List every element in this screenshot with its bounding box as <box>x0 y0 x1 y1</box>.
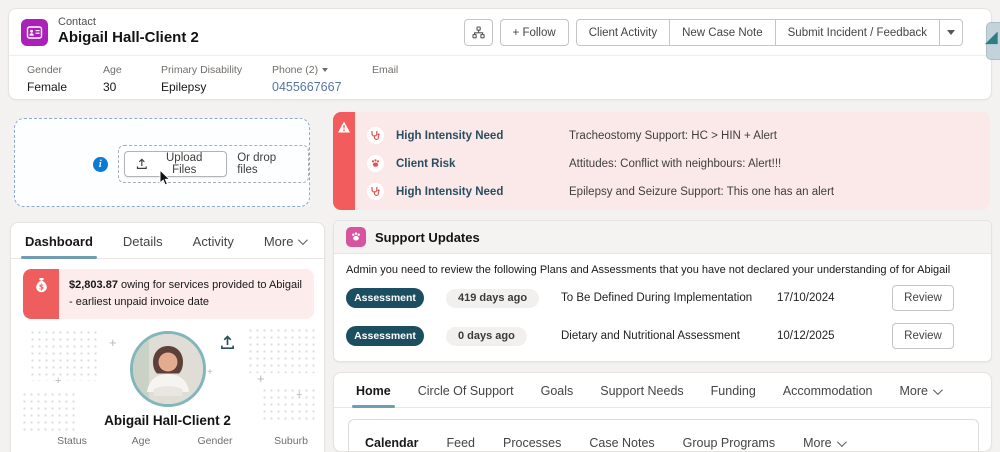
age-pill: 419 days ago <box>446 288 540 308</box>
mouse-cursor <box>159 169 171 186</box>
tab-home[interactable]: Home <box>352 384 395 408</box>
more-actions-dropdown-button[interactable] <box>939 19 963 46</box>
profile-field-suburb: Suburb <box>274 435 308 447</box>
owing-alert-text: $2,803.87 owing for services provided to… <box>69 279 302 309</box>
phone-link[interactable]: 0455667667 <box>272 80 342 94</box>
phone-dropdown-icon[interactable] <box>322 68 329 72</box>
contact-summary-card: Dashboard Details Activity More $ $2,803… <box>10 222 325 452</box>
support-updates-icon <box>346 227 366 247</box>
tab-dashboard[interactable]: Dashboard <box>21 234 97 259</box>
tab-case-notes[interactable]: Case Notes <box>589 436 655 450</box>
header-actions: + Follow Client Activity New Case Note S… <box>463 19 963 46</box>
drop-files-label: Or drop files <box>237 152 277 176</box>
contact-entity-icon <box>21 19 48 46</box>
hierarchy-icon <box>471 26 485 39</box>
money-bag-icon: $ <box>35 278 47 293</box>
profile-section: Abigail Hall-Client 2 Status Age 30 Gend… <box>11 327 324 452</box>
tab-circle-of-support[interactable]: Circle Of Support <box>417 384 514 398</box>
contact-card-icon <box>26 26 43 39</box>
docked-utility-widget[interactable] <box>986 22 1000 60</box>
assessment-row: Assessment 0 days ago Dietary and Nutrit… <box>334 321 991 351</box>
tab-funding[interactable]: Funding <box>710 384 756 398</box>
profile-field-status: Status <box>57 435 87 447</box>
money-alert-icon-block: $ <box>23 269 59 320</box>
caret-down-icon <box>947 30 955 35</box>
assessment-date: 17/10/2024 <box>777 292 835 304</box>
header-highlight-fields: Gender Female Age 30 Primary Disability … <box>9 56 991 100</box>
tab-processes[interactable]: Processes <box>503 436 562 450</box>
profile-field-gender: Gender Female <box>197 435 233 447</box>
chevron-down-icon <box>932 384 943 395</box>
tab-calendar[interactable]: Calendar <box>365 436 419 451</box>
tab-more[interactable]: More <box>264 234 309 258</box>
client-activity-button[interactable]: Client Activity <box>575 19 670 46</box>
warning-triangle-icon <box>338 121 350 133</box>
tab-details[interactable]: Details <box>122 234 163 249</box>
action-button-group: Client Activity New Case Note Submit Inc… <box>575 19 963 46</box>
new-case-note-button[interactable]: New Case Note <box>669 19 775 46</box>
file-upload-dropzone[interactable]: i Upload Files Or drop files <box>14 118 310 207</box>
chevron-down-icon <box>836 436 847 447</box>
submit-incident-feedback-button[interactable]: Submit Incident / Feedback <box>774 19 939 46</box>
profile-field-age: Age 30 <box>131 435 151 447</box>
follow-button[interactable]: + Follow <box>499 19 569 46</box>
upload-icon <box>136 158 147 169</box>
home-subsection-card: Calendar Feed Processes Case Notes Group… <box>348 419 979 451</box>
alert-row[interactable]: High Intensity Need Epilepsy and Seizure… <box>367 183 834 200</box>
upload-files-button[interactable]: Upload Files <box>123 151 228 177</box>
avatar[interactable] <box>130 331 206 407</box>
info-icon[interactable]: i <box>93 156 108 172</box>
field-email: Email <box>372 64 399 76</box>
stethoscope-icon <box>367 183 384 200</box>
profile-name: Abigail Hall-Client 2 <box>104 413 231 428</box>
chevron-down-icon <box>298 235 309 246</box>
stethoscope-icon <box>367 127 384 144</box>
tab-activity[interactable]: Activity <box>192 234 234 249</box>
sub-tab-bar: Calendar Feed Processes Case Notes Group… <box>349 425 978 451</box>
assessment-name: Dietary and Nutritional Assessment <box>561 330 740 342</box>
record-header-card: Contact Abigail Hall-Client 2 + Follow C… <box>8 8 992 100</box>
main-tab-bar: Home Circle Of Support Goals Support Nee… <box>334 373 991 408</box>
field-primary-disability: Primary Disability Epilepsy <box>161 64 243 94</box>
assessment-name: To Be Defined During Implementation <box>561 292 753 304</box>
tab-feed[interactable]: Feed <box>446 436 476 450</box>
tab-group-programs[interactable]: Group Programs <box>682 436 776 450</box>
support-updates-intro: Admin you need to review the following P… <box>346 264 951 276</box>
alert-row[interactable]: High Intensity Need Tracheostomy Support… <box>367 127 777 144</box>
summary-tab-bar: Dashboard Details Activity More <box>11 223 324 259</box>
assessment-badge: Assessment <box>346 326 424 346</box>
support-updates-card: Support Updates Admin you need to review… <box>333 220 992 362</box>
client-alerts-panel: High Intensity Need Tracheostomy Support… <box>333 112 990 210</box>
header-title-row: Contact Abigail Hall-Client 2 + Follow C… <box>9 9 991 56</box>
field-phone: Phone (2) 0455667667 <box>272 64 342 94</box>
page-title: Abigail Hall-Client 2 <box>58 29 199 46</box>
avatar-upload-icon[interactable] <box>220 335 235 350</box>
age-pill: 0 days ago <box>446 326 527 346</box>
avatar-photo <box>133 334 203 404</box>
support-updates-header: Support Updates <box>334 221 991 254</box>
tab-support-needs[interactable]: Support Needs <box>600 384 684 398</box>
related-content-card: Home Circle Of Support Goals Support Nee… <box>333 372 992 452</box>
tab-more[interactable]: More <box>803 436 847 451</box>
review-button[interactable]: Review <box>892 285 954 311</box>
support-updates-title: Support Updates <box>375 229 480 245</box>
tab-goals[interactable]: Goals <box>540 384 574 398</box>
alert-row[interactable]: Client Risk Attitudes: Conflict with nei… <box>367 155 781 172</box>
alert-severity-strip <box>333 112 355 210</box>
review-button[interactable]: Review <box>892 323 954 349</box>
hierarchy-button[interactable] <box>463 19 493 46</box>
tab-accommodation[interactable]: Accommodation <box>782 384 873 398</box>
field-gender: Gender Female <box>27 64 68 94</box>
assessment-badge: Assessment <box>346 288 424 308</box>
upload-inner-dropzone[interactable]: Upload Files Or drop files <box>117 145 309 183</box>
tab-more[interactable]: More <box>899 384 943 407</box>
assessment-row: Assessment 419 days ago To Be Defined Du… <box>334 283 991 313</box>
owing-alert-banner: $ $2,803.87 owing for services provided … <box>23 269 314 320</box>
risk-paw-icon <box>367 155 384 172</box>
entity-type-label: Contact <box>58 16 96 28</box>
assessment-date: 10/12/2025 <box>777 330 835 342</box>
svg-text:$: $ <box>38 282 43 291</box>
field-age: Age 30 <box>103 64 122 94</box>
